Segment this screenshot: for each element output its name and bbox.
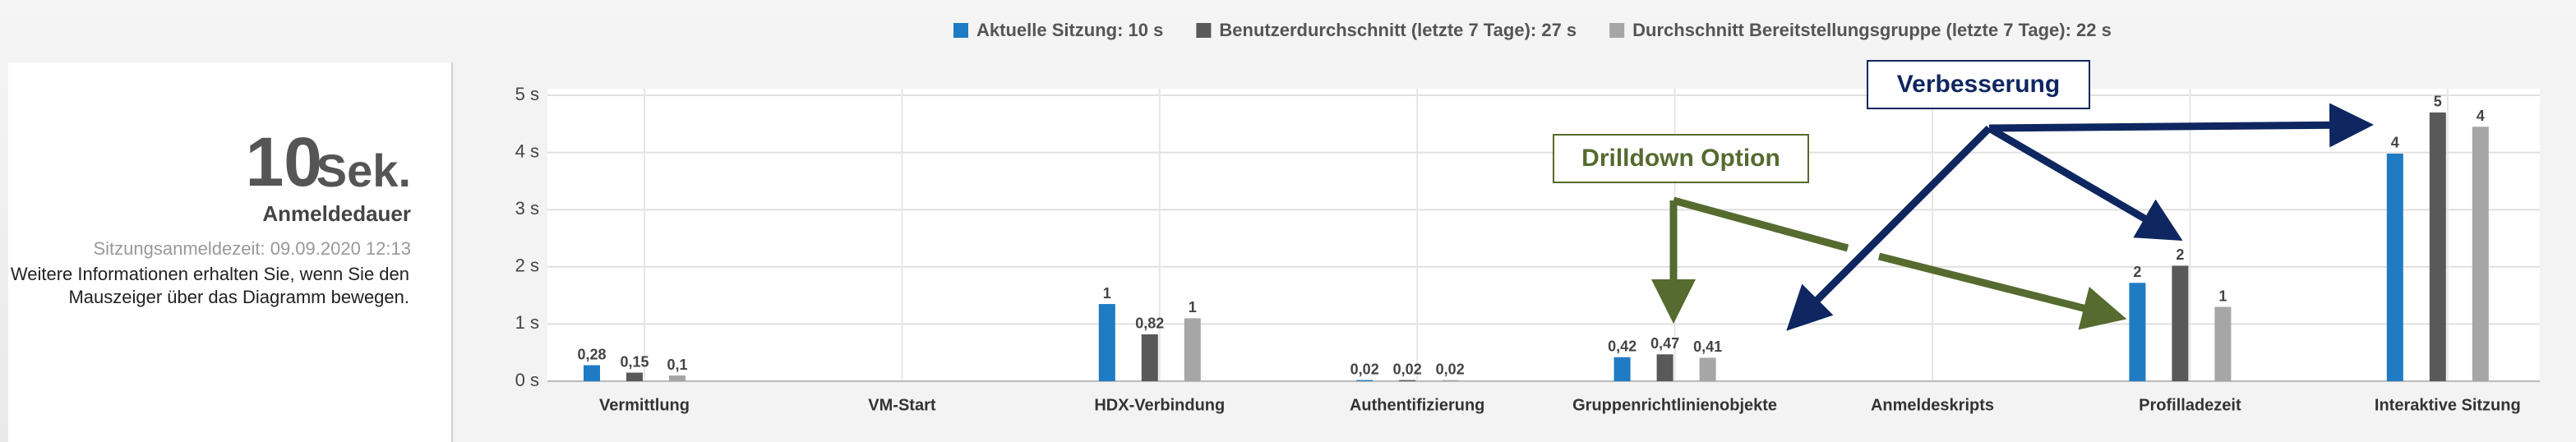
bar: [669, 375, 686, 381]
summary-time: Sitzungsanmeldezeit: 09.09.2020 12:13: [93, 238, 411, 259]
bar: [1098, 304, 1115, 381]
bar: [2386, 153, 2403, 381]
y-tick-label: 4 s: [515, 140, 539, 161]
x-tick-label: Authentifizierung: [1350, 396, 1484, 414]
value-label: 1: [1103, 285, 1111, 302]
legend-label: Benutzerdurchschnitt (letzte 7 Tage): 27…: [1219, 20, 1577, 40]
value-label: 0,02: [1350, 361, 1379, 377]
annotation-box: [1553, 134, 1809, 183]
bar: [2214, 306, 2232, 381]
value-label: 0,47: [1650, 335, 1679, 352]
x-tick-label: Gruppenrichtlinienobjekte: [1572, 396, 1777, 414]
value-label: 0,1: [667, 357, 687, 373]
x-tick-label: Vermittlung: [599, 396, 690, 414]
annotation: Verbesserung: [1897, 71, 2060, 98]
x-tick-label: Interaktive Sitzung: [2375, 396, 2521, 414]
bar: [1656, 354, 1673, 381]
value-label: 0,41: [1693, 338, 1722, 355]
x-tick-label: VM-Start: [868, 396, 936, 414]
legend-label: Durchschnitt Bereitstellungsgruppe (letz…: [1632, 20, 2112, 40]
bar: [1399, 380, 1416, 381]
plot: 0 s 1 s 2 s 3 s 4 s 5 s Vermittlung VM-Start HDX…: [515, 20, 2540, 414]
annotation-box: [1867, 60, 2090, 109]
value-label: 2: [2176, 246, 2184, 263]
value-label: 1: [2218, 288, 2227, 304]
value-label: 0,42: [1608, 338, 1637, 355]
value-label: 5: [2434, 94, 2442, 110]
bar: [1356, 380, 1373, 381]
bar: [1184, 318, 1201, 381]
value-label: 4: [2391, 135, 2399, 151]
y-tick-label: 0 s: [515, 370, 539, 390]
value-label: 2: [2133, 264, 2141, 280]
legend-swatch: [953, 23, 968, 38]
bar: [2172, 265, 2189, 381]
legend-swatch: [1196, 23, 1212, 38]
value-label: 0,02: [1393, 361, 1422, 377]
bar: [1613, 357, 1631, 381]
bar: [1442, 380, 1459, 381]
bar: [1699, 357, 1716, 381]
y-tick-label: 2 s: [515, 256, 539, 276]
bar: [2472, 127, 2489, 381]
legend-swatch: [1609, 23, 1625, 38]
summary-value: 10: [246, 123, 322, 200]
legend-label: Aktuelle Sitzung: 10 s: [976, 20, 1163, 40]
x-tick-label: Profilladezeit: [2139, 396, 2241, 414]
bar: [584, 365, 600, 381]
bar: [2429, 112, 2446, 381]
summary-hint: Weitere Informationen erhalten Sie, wenn…: [10, 264, 409, 307]
value-label: 0,28: [577, 346, 606, 362]
y-tick-label: 1 s: [515, 312, 539, 333]
x-tick-label: HDX-Verbindung: [1094, 396, 1225, 414]
value-label: 0,15: [620, 353, 649, 370]
summary-panel: [8, 62, 452, 442]
value-label: 4: [2477, 108, 2485, 124]
value-label: 0,82: [1135, 315, 1164, 332]
annotation-arrows: [1651, 103, 2374, 331]
x-tick-label: Anmeldeskripts: [1871, 396, 1994, 414]
bar: [2129, 283, 2146, 381]
bar: [626, 372, 643, 381]
y-tick-label: 3 s: [515, 198, 539, 219]
annotation: Drilldown Option: [1581, 145, 1780, 172]
bar: [1141, 334, 1158, 381]
value-label: 0,02: [1436, 361, 1465, 377]
summary-unit: Sek.: [316, 145, 411, 196]
summary-label: Anmeldedauer: [262, 201, 411, 226]
plot-area: [547, 89, 2540, 381]
value-label: 1: [1189, 299, 1197, 315]
y-tick-label: 5 s: [515, 84, 539, 104]
